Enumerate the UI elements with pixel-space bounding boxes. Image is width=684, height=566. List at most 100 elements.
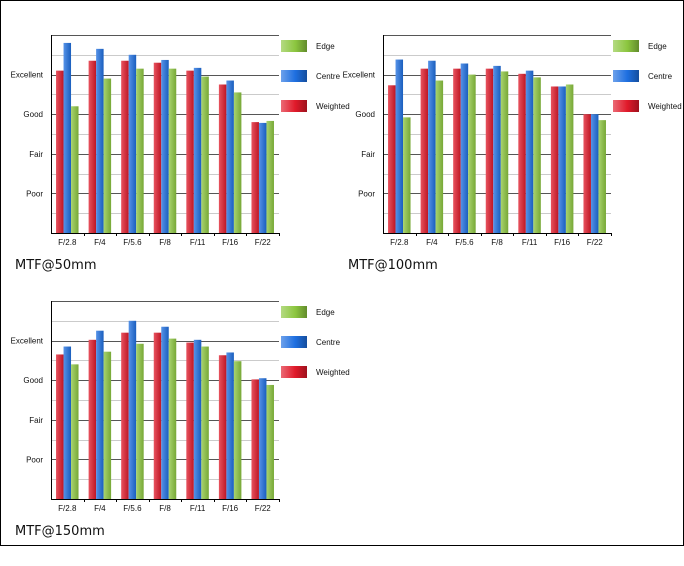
chart-panel-50mm: Poor Fair Good Excellent F/2.8 F/4 F/5.6 F/8 F/1… bbox=[11, 30, 350, 300]
bar-edge-f11 bbox=[533, 77, 541, 233]
bar-centre-f56 bbox=[128, 54, 137, 233]
bar-edge-f28 bbox=[71, 364, 79, 499]
legend-label-edge: Edge bbox=[316, 308, 335, 317]
legend-swatch-weighted bbox=[613, 100, 639, 112]
bar-centre-f11 bbox=[193, 67, 202, 233]
bar-centre-f28 bbox=[63, 42, 72, 233]
y-tick-label: Excellent bbox=[343, 71, 376, 80]
bar-edge-f56 bbox=[468, 74, 476, 233]
x-tick-label: F/4 bbox=[426, 238, 438, 247]
x-tick-label: F/8 bbox=[491, 238, 503, 247]
legend-swatch-centre bbox=[281, 336, 307, 348]
bar-centre-f11 bbox=[193, 339, 202, 499]
bar-edge-f56 bbox=[136, 68, 144, 233]
bar-edge-f8 bbox=[168, 338, 177, 499]
bar-weighted-f16 bbox=[218, 355, 227, 499]
bar-edge-f16 bbox=[565, 84, 574, 233]
bar-edge-f11 bbox=[201, 76, 209, 233]
bar-edge-f11 bbox=[201, 346, 209, 499]
x-tick-label: F/16 bbox=[222, 504, 239, 513]
legend-swatch-weighted bbox=[281, 100, 307, 112]
bar-weighted-f8 bbox=[485, 68, 494, 233]
y-tick-label: Poor bbox=[358, 189, 375, 198]
y-tick-label: Good bbox=[355, 110, 375, 119]
x-tick-label: F/2.8 bbox=[390, 238, 409, 247]
mtf-50mm-chart-svg: Poor Fair Good Excellent F/2.8 F/4 F/5.6 F/8 F/1… bbox=[11, 35, 350, 247]
y-tick-label: Poor bbox=[26, 455, 43, 464]
bar-weighted-f22 bbox=[251, 379, 259, 499]
legend-label-weighted: Weighted bbox=[648, 102, 682, 111]
x-tick-label: F/2.8 bbox=[58, 238, 77, 247]
bar-edge-f8 bbox=[168, 68, 177, 233]
bar-centre-f22 bbox=[590, 114, 599, 233]
bar-weighted-f16 bbox=[550, 86, 559, 233]
legend-swatch-edge bbox=[613, 40, 639, 52]
bar-weighted-f22 bbox=[583, 114, 591, 233]
bar-weighted-f4 bbox=[420, 68, 429, 233]
x-tick-label: F/5.6 bbox=[455, 238, 474, 247]
bar-centre-f4 bbox=[96, 48, 104, 233]
x-tick-label: F/8 bbox=[159, 238, 171, 247]
bar-centre-f28 bbox=[395, 59, 404, 233]
y-tick-label: Poor bbox=[26, 189, 43, 198]
y-tick-label: Fair bbox=[361, 150, 375, 159]
bar-edge-f4 bbox=[435, 80, 444, 233]
bar-edge-f22 bbox=[266, 384, 274, 499]
legend-swatch-centre bbox=[613, 70, 639, 82]
chart-panel-100mm: Poor Fair Good Excellent F/2.8 F/4 F/5.6 F/8 F/1… bbox=[343, 30, 682, 300]
bar-weighted-f8 bbox=[153, 62, 162, 233]
bar-weighted-f56 bbox=[453, 68, 461, 233]
bar-centre-f8 bbox=[161, 59, 169, 233]
y-tick-label: Excellent bbox=[11, 337, 44, 346]
bar-weighted-f28 bbox=[56, 70, 64, 233]
legend-label-weighted: Weighted bbox=[316, 102, 350, 111]
bar-weighted-f4 bbox=[88, 339, 97, 499]
bar-weighted-f28 bbox=[388, 85, 396, 234]
x-tick-label: F/4 bbox=[94, 504, 106, 513]
bar-centre-f16 bbox=[226, 80, 234, 233]
bar-edge-f4 bbox=[103, 351, 112, 499]
bar-edge-f28 bbox=[71, 106, 79, 233]
figure-frame: Poor Fair Good Excellent F/2.8 F/4 F/5.6 F/8 F/1… bbox=[0, 0, 684, 546]
bar-weighted-f56 bbox=[121, 332, 129, 499]
x-tick-label: F/11 bbox=[190, 504, 206, 513]
bar-centre-f22 bbox=[258, 378, 267, 499]
bar-centre-f16 bbox=[226, 352, 234, 499]
bar-edge-f4 bbox=[103, 78, 112, 233]
bar-centre-f4 bbox=[428, 60, 436, 234]
chart-caption: MTF@50mm bbox=[15, 258, 97, 273]
legend-label-weighted: Weighted bbox=[316, 368, 350, 377]
legend-swatch-centre bbox=[281, 70, 307, 82]
y-tick-label: Good bbox=[23, 110, 43, 119]
bar-edge-f16 bbox=[233, 361, 242, 499]
y-tick-label: Excellent bbox=[11, 71, 44, 80]
bar-weighted-f8 bbox=[153, 332, 162, 499]
bar-weighted-f11 bbox=[186, 70, 194, 233]
bar-weighted-f56 bbox=[121, 60, 129, 234]
bar-edge-f22 bbox=[266, 120, 274, 233]
bar-centre-f56 bbox=[128, 320, 137, 499]
bar-edge-f56 bbox=[136, 343, 144, 499]
bar-weighted-f16 bbox=[218, 84, 227, 233]
chart-caption: MTF@150mm bbox=[15, 524, 105, 539]
x-tick-label: F/16 bbox=[554, 238, 571, 247]
bar-weighted-f4 bbox=[88, 60, 97, 234]
x-tick-label: F/22 bbox=[255, 238, 272, 247]
x-tick-label: F/5.6 bbox=[123, 504, 142, 513]
bar-edge-f8 bbox=[500, 71, 509, 233]
y-tick-label: Good bbox=[23, 376, 43, 385]
x-tick-label: F/22 bbox=[255, 504, 272, 513]
bar-weighted-f11 bbox=[186, 342, 194, 499]
x-tick-label: F/11 bbox=[522, 238, 538, 247]
legend-label-centre: Centre bbox=[316, 72, 341, 81]
x-tick-label: F/5.6 bbox=[123, 238, 142, 247]
bar-edge-f22 bbox=[598, 120, 606, 233]
bar-centre-f11 bbox=[525, 70, 534, 233]
x-tick-label: F/16 bbox=[222, 238, 239, 247]
x-tick-label: F/4 bbox=[94, 238, 106, 247]
bar-centre-f8 bbox=[493, 65, 501, 233]
legend-label-edge: Edge bbox=[316, 42, 335, 51]
x-tick-label: F/2.8 bbox=[58, 504, 77, 513]
bar-edge-f28 bbox=[403, 117, 411, 233]
bar-centre-f22 bbox=[258, 122, 267, 233]
